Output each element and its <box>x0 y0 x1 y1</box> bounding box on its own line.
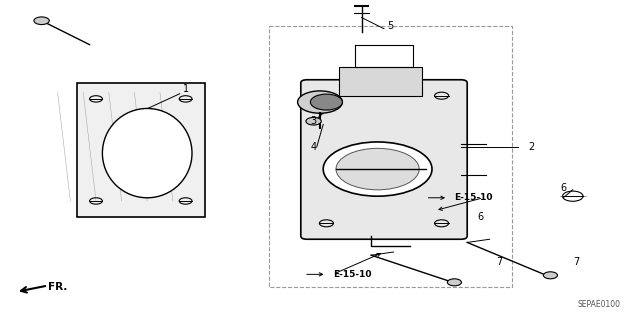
Circle shape <box>336 148 419 190</box>
Text: 5: 5 <box>387 20 394 31</box>
Ellipse shape <box>102 108 192 198</box>
Text: 6: 6 <box>477 212 483 222</box>
Ellipse shape <box>298 91 342 113</box>
Circle shape <box>310 94 342 110</box>
Text: E-15-10: E-15-10 <box>454 193 493 202</box>
Text: 6: 6 <box>560 183 566 193</box>
Circle shape <box>34 17 49 25</box>
Text: E-15-10: E-15-10 <box>333 270 371 279</box>
Bar <box>269 26 512 287</box>
Circle shape <box>306 117 321 125</box>
FancyBboxPatch shape <box>301 80 467 239</box>
Text: FR.: FR. <box>48 282 67 292</box>
Text: 2: 2 <box>528 142 534 152</box>
Circle shape <box>543 272 557 279</box>
Text: 7: 7 <box>496 256 502 267</box>
Bar <box>339 67 422 96</box>
Circle shape <box>323 142 432 196</box>
Circle shape <box>447 279 461 286</box>
Text: SEPAE0100: SEPAE0100 <box>578 300 621 309</box>
Text: 1: 1 <box>182 84 189 94</box>
Text: 4: 4 <box>310 142 317 152</box>
Bar <box>77 83 205 217</box>
Text: 7: 7 <box>573 256 579 267</box>
Text: 3: 3 <box>310 116 317 126</box>
